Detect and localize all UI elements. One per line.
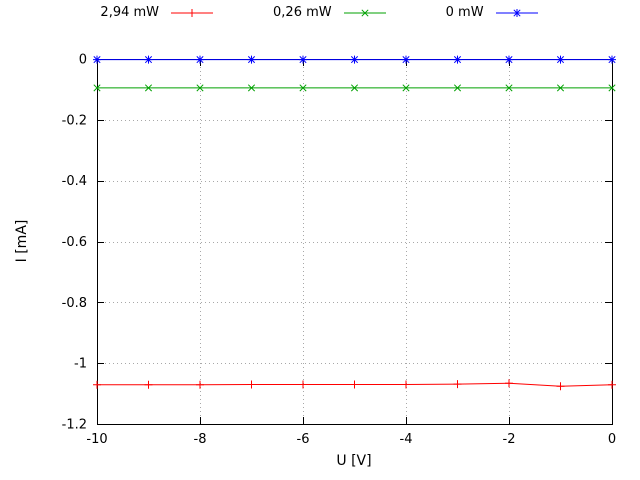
star-marker-icon <box>299 55 307 64</box>
plus-marker-icon <box>556 382 565 391</box>
plus-marker-icon <box>505 379 513 388</box>
x-tick-label: -8 <box>194 432 207 447</box>
cross-marker-icon <box>350 84 359 92</box>
plus-marker-icon <box>247 380 256 389</box>
legend-label-0-26mw: 0,26 mW <box>273 5 332 20</box>
star-marker-line-sample-icon <box>495 8 538 17</box>
cross-marker-icon <box>196 84 204 92</box>
x-tick-label: -6 <box>297 432 310 447</box>
y-axis-title: I [mA] <box>14 219 30 263</box>
cross-marker-icon <box>247 84 256 92</box>
x-axis-title: U [V] <box>336 453 372 469</box>
y-tick-label: -0.4 <box>62 174 87 189</box>
cross-marker-icon <box>299 84 307 92</box>
legend-entry-0-26mw: 0,26 mW <box>273 5 388 20</box>
star-marker-icon <box>196 55 204 64</box>
y-tick-label: -0.6 <box>62 235 87 250</box>
cross-marker-icon <box>144 84 153 92</box>
plus-marker-icon <box>453 380 462 389</box>
plus-marker-icon <box>350 380 359 389</box>
y-tick-label: -0.2 <box>62 113 87 128</box>
y-tick-label: -1.2 <box>62 418 87 433</box>
plus-marker-icon <box>299 380 307 389</box>
y-tick-label: -0.8 <box>62 296 87 311</box>
legend-entry-2-94mw: 2,94 mW <box>100 5 215 20</box>
star-marker-icon <box>608 55 616 64</box>
tick-marks <box>97 59 613 425</box>
plot-border <box>97 59 613 425</box>
series-2-94-mw <box>93 379 616 391</box>
cross-marker-icon <box>608 84 616 92</box>
plus-marker-line-sample-icon <box>171 8 214 17</box>
series-0-26-mw <box>93 84 616 92</box>
plus-marker-icon <box>196 380 204 389</box>
legend-entry-0mw: 0 mW <box>446 5 540 20</box>
star-marker-icon <box>93 55 101 64</box>
cross-marker-icon <box>556 84 565 92</box>
star-marker-icon <box>402 55 410 64</box>
plus-marker-icon <box>402 380 410 389</box>
x-tick-label: -10 <box>86 432 107 447</box>
x-tick-label: 0 <box>608 432 616 447</box>
y-tick-label: 0 <box>79 53 87 68</box>
star-marker-icon <box>247 55 256 64</box>
star-marker-icon <box>556 55 565 64</box>
star-marker-icon <box>144 55 153 64</box>
gridlines <box>97 59 613 425</box>
star-marker-icon <box>350 55 359 64</box>
cross-marker-line-sample-icon <box>343 8 386 17</box>
plus-marker-icon <box>608 380 616 389</box>
plus-marker-icon <box>144 380 153 389</box>
cross-marker-icon <box>93 84 101 92</box>
x-tick-label: -2 <box>503 432 516 447</box>
legend-label-2-94mw: 2,94 mW <box>100 5 160 20</box>
cross-marker-icon <box>453 84 462 92</box>
cross-marker-icon <box>505 84 513 92</box>
plus-marker-icon <box>93 380 101 389</box>
legend: 2,94 mW 0,26 mW 0 mW <box>0 5 640 20</box>
y-tick-label: -1 <box>74 357 87 372</box>
star-marker-icon <box>505 55 513 64</box>
star-marker-icon <box>453 55 462 64</box>
legend-label-0mw: 0 mW <box>445 5 484 20</box>
x-tick-label: -4 <box>400 432 413 447</box>
series-0-mw <box>93 55 616 64</box>
cross-marker-icon <box>402 84 410 92</box>
